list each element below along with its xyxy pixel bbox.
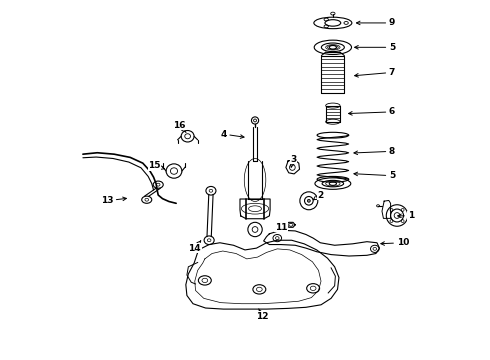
Text: 6: 6	[348, 107, 395, 116]
Text: 4: 4	[220, 130, 244, 139]
Text: 5: 5	[354, 171, 395, 180]
Text: 3: 3	[290, 155, 296, 167]
Text: 5: 5	[355, 43, 395, 52]
Text: 10: 10	[381, 238, 409, 247]
Text: 14: 14	[189, 241, 201, 253]
Text: 11: 11	[274, 223, 288, 232]
Text: 7: 7	[355, 68, 395, 77]
Ellipse shape	[307, 199, 310, 202]
Text: 8: 8	[354, 147, 395, 156]
Text: 9: 9	[356, 18, 395, 27]
Text: 12: 12	[256, 309, 269, 321]
Text: 2: 2	[313, 190, 323, 200]
Text: 15: 15	[148, 161, 164, 170]
Text: 16: 16	[173, 121, 186, 132]
Text: 13: 13	[100, 196, 126, 205]
Text: 1: 1	[398, 211, 414, 220]
